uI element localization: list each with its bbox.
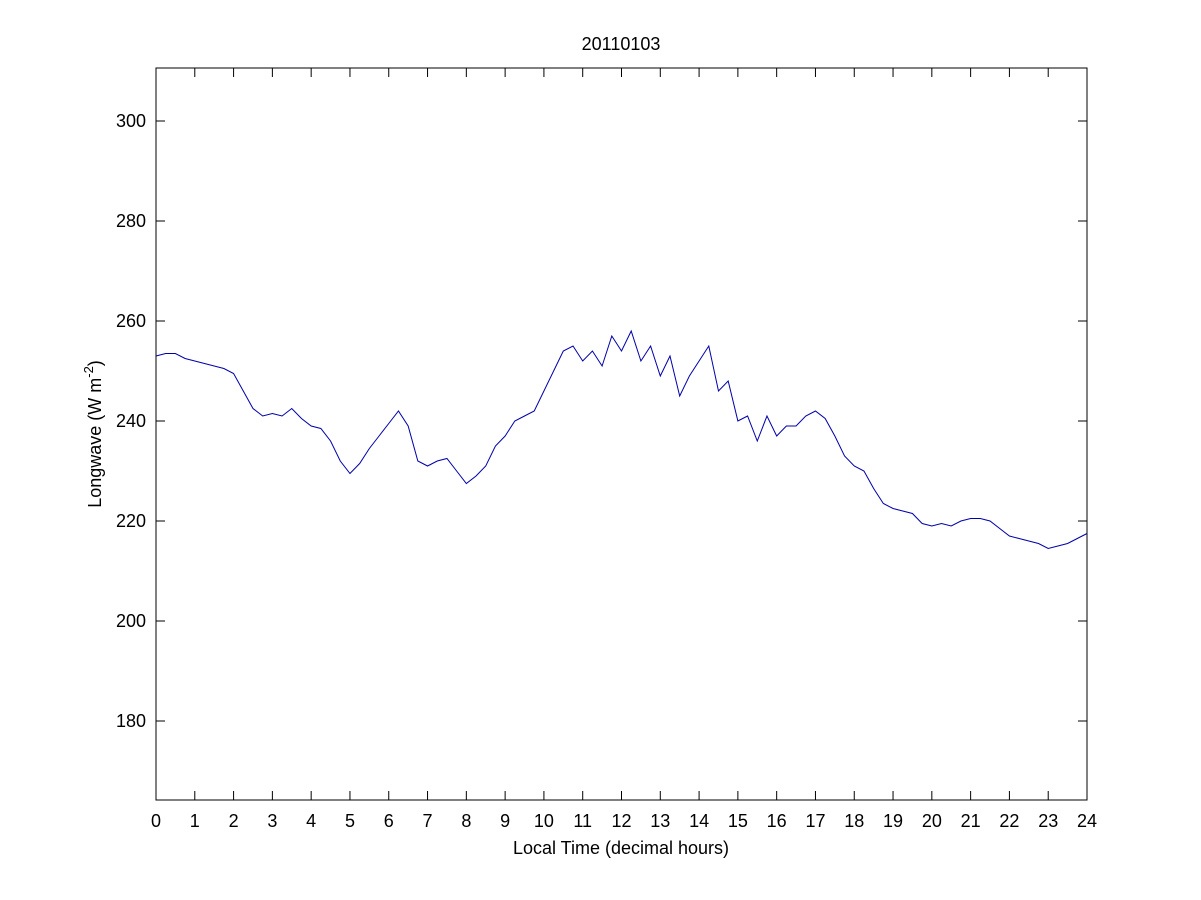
x-tick-label: 9: [500, 811, 510, 831]
x-tick-label: 11: [573, 811, 592, 831]
x-tick-label: 14: [689, 811, 709, 831]
x-tick-label: 7: [423, 811, 433, 831]
x-tick-label: 1: [190, 811, 200, 831]
x-tick-label: 5: [345, 811, 355, 831]
x-tick-label: 21: [961, 811, 981, 831]
x-tick-label: 22: [999, 811, 1019, 831]
x-tick-label: 4: [306, 811, 316, 831]
y-axis-label-text: Longwave (W m: [85, 378, 105, 508]
x-tick-label: 10: [534, 811, 554, 831]
y-tick-label: 220: [116, 511, 146, 531]
x-tick-label: 2: [229, 811, 239, 831]
x-tick-label: 18: [844, 811, 864, 831]
x-tick-label: 23: [1038, 811, 1058, 831]
y-tick-label: 180: [116, 711, 146, 731]
x-tick-label: 12: [611, 811, 631, 831]
data-line: [155, 329, 1088, 550]
x-tick-label: 15: [728, 811, 748, 831]
x-tick-label: 0: [151, 811, 161, 831]
x-tick-label: 17: [805, 811, 825, 831]
y-axis-label-superscript: -2: [81, 366, 96, 378]
x-tick-label: 20: [922, 811, 942, 831]
x-tick-label: 8: [461, 811, 471, 831]
y-tick-label: 280: [116, 211, 146, 231]
x-tick-label: 24: [1077, 811, 1097, 831]
y-tick-label: 260: [116, 311, 146, 331]
y-tick-label: 300: [116, 111, 146, 131]
y-tick-label: 240: [116, 411, 146, 431]
chart-title: 20110103: [582, 34, 661, 54]
x-tick-label: 6: [384, 811, 394, 831]
x-tick-label: 16: [767, 811, 787, 831]
x-tick-label: 13: [650, 811, 670, 831]
x-axis-label: Local Time (decimal hours): [513, 838, 729, 858]
x-tick-label: 3: [267, 811, 277, 831]
x-tick-label: 19: [883, 811, 903, 831]
y-tick-label: 200: [116, 611, 146, 631]
y-axis-label: Longwave (W m-2): [81, 360, 105, 508]
y-axis-label-suffix: ): [85, 360, 105, 366]
